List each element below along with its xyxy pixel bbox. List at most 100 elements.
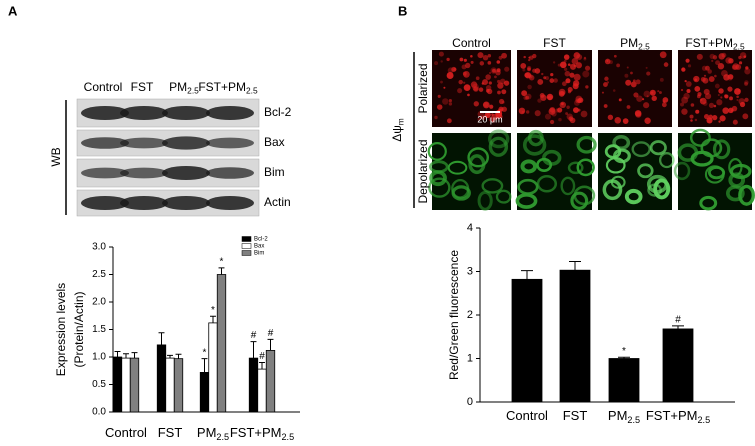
bar: [156, 344, 167, 413]
x-tick-label-main: FST+PM: [230, 425, 282, 440]
x-tick-label-sub: 2.5: [698, 415, 711, 425]
signal: [477, 117, 481, 121]
signal: [549, 78, 555, 83]
signal: [582, 70, 590, 78]
error-bar: [114, 351, 121, 357]
column-label-main: PM: [620, 36, 638, 50]
cell: [649, 140, 667, 156]
scale-bar-label: 20 μm: [477, 114, 502, 124]
signal: [694, 118, 698, 122]
signal: [494, 75, 497, 79]
signal: [523, 95, 528, 100]
signal: [744, 80, 749, 85]
signal: [714, 74, 717, 78]
signal: [479, 61, 485, 66]
signal: [714, 83, 720, 89]
signal: [744, 68, 751, 75]
cell: [725, 185, 745, 202]
significance-label: #: [268, 328, 274, 339]
lane-label-main: FST: [131, 80, 154, 94]
signal: [561, 81, 567, 87]
signal: [707, 69, 712, 74]
legend-label: Bim: [254, 251, 264, 257]
signal: [742, 113, 749, 120]
cell: [536, 175, 558, 193]
signal: [544, 113, 551, 120]
signal: [555, 108, 560, 113]
signal: [543, 76, 547, 80]
cell: [447, 160, 468, 175]
signal: [483, 102, 489, 108]
signal: [569, 72, 575, 78]
signal: [612, 89, 616, 92]
signal: [534, 110, 541, 117]
legend-label: Bax: [254, 244, 264, 250]
cell: [653, 178, 671, 200]
bar: [511, 278, 543, 403]
signal: [492, 68, 496, 73]
signal: [646, 71, 651, 76]
signal: [477, 52, 484, 59]
blot-band: [81, 196, 129, 210]
signal: [738, 61, 743, 65]
signal: [537, 98, 542, 103]
signal: [550, 72, 554, 77]
signal: [685, 58, 690, 63]
signal: [614, 116, 622, 124]
signal: [485, 74, 491, 80]
signal: [704, 65, 710, 71]
x-tick-label: FST+PM2.5: [230, 425, 294, 442]
signal: [503, 80, 510, 86]
signal: [626, 105, 631, 109]
y-axis-label: Expression levels: [54, 283, 68, 376]
signal: [458, 79, 463, 85]
signal: [475, 76, 480, 81]
signal: [523, 55, 526, 59]
signal: [722, 107, 729, 114]
y-tick-label: 0.0: [92, 407, 106, 418]
signal: [661, 102, 667, 108]
x-tick-label: FST: [158, 425, 183, 440]
x-tick-label-main: FST+PM: [646, 408, 698, 423]
signal: [497, 79, 501, 84]
signal: [604, 76, 609, 81]
cell: [481, 178, 504, 194]
signal: [491, 113, 498, 121]
blot-band: [81, 167, 129, 179]
error-bar: [267, 338, 274, 351]
signal: [583, 56, 587, 60]
signal: [463, 81, 466, 84]
signal: [645, 66, 648, 69]
signal: [695, 109, 700, 114]
signal: [725, 57, 732, 64]
panel-label: B: [398, 3, 407, 18]
lane-label-main: FST+PM: [198, 80, 246, 94]
signal: [464, 74, 467, 77]
error-bar: [167, 354, 173, 359]
signal: [690, 103, 695, 107]
blots: [76, 98, 260, 217]
signal: [718, 120, 721, 123]
bar: [216, 274, 227, 413]
signal: [729, 96, 733, 101]
signal: [718, 88, 724, 94]
signal: [601, 91, 604, 94]
signal: [482, 101, 490, 109]
signal: [651, 95, 657, 102]
signal: [630, 71, 633, 75]
signal: [712, 115, 718, 121]
signal: [489, 71, 492, 75]
signal: [552, 61, 556, 64]
column-label-sub: 2.5: [733, 42, 745, 52]
signal: [490, 67, 497, 74]
signal: [657, 90, 660, 93]
x-tick-label: PM2.5: [197, 425, 229, 442]
blot-band: [162, 106, 210, 120]
signal: [659, 77, 664, 82]
cell: [468, 154, 486, 175]
signal: [521, 90, 528, 97]
blot-band: [206, 167, 254, 179]
cell: [637, 163, 654, 179]
signal: [708, 114, 713, 119]
blot-band: [206, 196, 254, 210]
